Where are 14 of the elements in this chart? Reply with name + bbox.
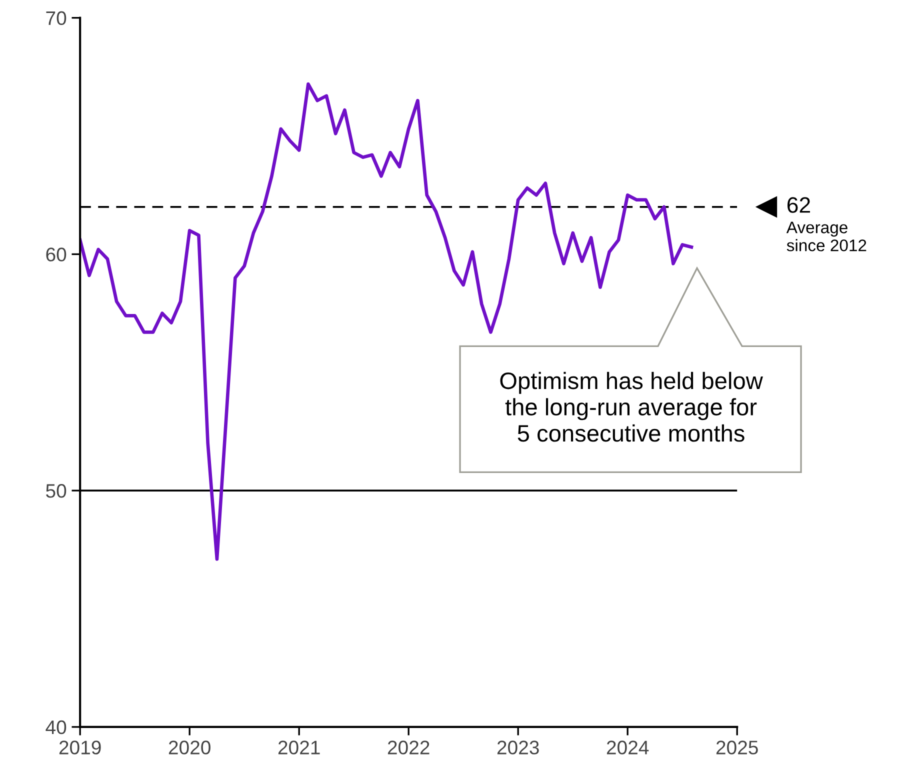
x-tick-label: 2024: [606, 740, 649, 754]
x-tick-label: 2025: [716, 740, 758, 754]
y-tick-label: 50: [46, 484, 66, 498]
x-tick-label: 2023: [497, 740, 539, 754]
y-tick-label: 40: [46, 720, 66, 734]
x-tick-label: 2019: [59, 740, 101, 754]
y-tick-label: 70: [46, 11, 66, 26]
x-tick-label: 2022: [388, 740, 430, 754]
text: Average since 2012: [786, 222, 866, 252]
y-tick-label: 60: [46, 248, 66, 262]
annotation: Optimism has held below the long-run average for 5 consecutive months: [500, 372, 763, 442]
x-tick-label: 2020: [168, 740, 210, 754]
ref-line-label: 62: [788, 197, 810, 213]
x-tick-label: 2021: [278, 740, 320, 754]
